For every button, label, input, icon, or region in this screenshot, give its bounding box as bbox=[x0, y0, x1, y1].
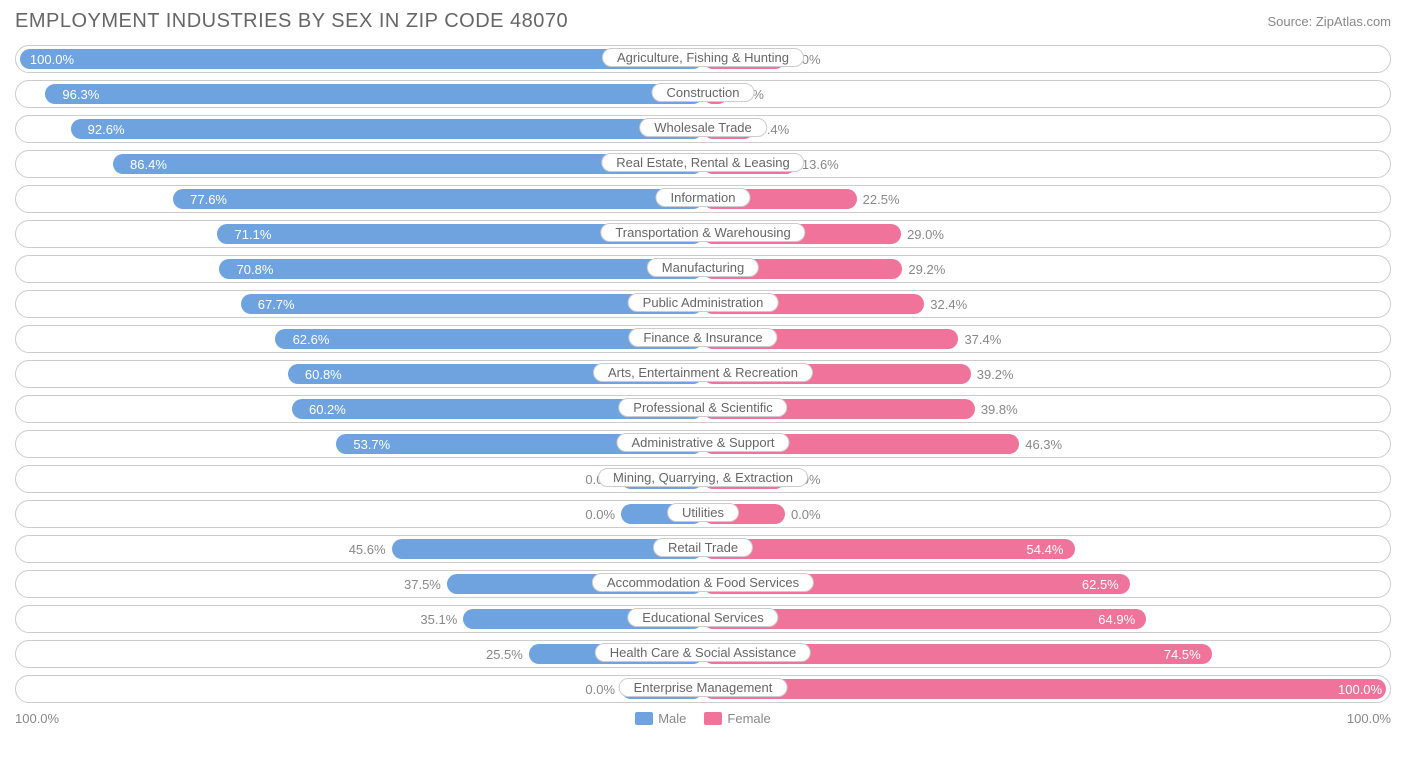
chart-source: Source: ZipAtlas.com bbox=[1267, 14, 1391, 29]
value-female: 32.4% bbox=[930, 294, 967, 316]
value-male: 67.7% bbox=[258, 294, 295, 316]
chart-row: 60.8% 39.2% Arts, Entertainment & Recreati… bbox=[15, 360, 1391, 388]
category-label: Manufacturing bbox=[647, 258, 759, 277]
bar-male bbox=[71, 119, 703, 139]
value-female: 54.4% bbox=[1027, 539, 1064, 561]
value-male: 86.4% bbox=[130, 154, 167, 176]
category-label: Health Care & Social Assistance bbox=[595, 643, 811, 662]
bar-male bbox=[20, 49, 703, 69]
legend-female: Female bbox=[704, 711, 770, 726]
chart-row: 0.0% 0.0% Utilities bbox=[15, 500, 1391, 528]
value-male: 62.6% bbox=[293, 329, 330, 351]
category-label: Utilities bbox=[667, 503, 739, 522]
category-label: Educational Services bbox=[627, 608, 778, 627]
bar-male bbox=[173, 189, 703, 209]
value-female: 13.6% bbox=[802, 154, 839, 176]
category-label: Mining, Quarrying, & Extraction bbox=[598, 468, 808, 487]
value-female: 39.2% bbox=[977, 364, 1014, 386]
chart-row: 45.6% 54.4% Retail Trade bbox=[15, 535, 1391, 563]
category-label: Retail Trade bbox=[653, 538, 753, 557]
legend-series: Male Female bbox=[635, 711, 771, 726]
value-male: 100.0% bbox=[30, 49, 74, 71]
value-male: 60.8% bbox=[305, 364, 342, 386]
chart-row: 77.6% 22.5% Information bbox=[15, 185, 1391, 213]
chart-legend: 100.0% Male Female 100.0% bbox=[15, 711, 1391, 726]
value-female: 74.5% bbox=[1164, 644, 1201, 666]
bar-female bbox=[703, 539, 1075, 559]
category-label: Professional & Scientific bbox=[618, 398, 787, 417]
value-male: 35.1% bbox=[420, 609, 457, 631]
chart-row: 86.4% 13.6%Real Estate, Rental & Leasing bbox=[15, 150, 1391, 178]
swatch-male bbox=[635, 712, 653, 725]
bar-male bbox=[45, 84, 703, 104]
value-male: 70.8% bbox=[237, 259, 274, 281]
chart-row: 0.0% 100.0% Enterprise Management bbox=[15, 675, 1391, 703]
value-female: 37.4% bbox=[964, 329, 1001, 351]
bar-female bbox=[703, 679, 1386, 699]
axis-left-max: 100.0% bbox=[15, 711, 59, 726]
legend-male-label: Male bbox=[658, 711, 686, 726]
value-male: 96.3% bbox=[62, 84, 99, 106]
category-label: Construction bbox=[652, 83, 755, 102]
value-male: 37.5% bbox=[404, 574, 441, 596]
value-male: 71.1% bbox=[235, 224, 272, 246]
axis-right-max: 100.0% bbox=[1347, 711, 1391, 726]
value-male: 53.7% bbox=[353, 434, 390, 456]
category-label: Wholesale Trade bbox=[639, 118, 767, 137]
diverging-bar-chart: 100.0%0.0%Agriculture, Fishing & Hunting… bbox=[15, 45, 1391, 703]
value-male: 0.0% bbox=[585, 504, 615, 526]
value-male: 60.2% bbox=[309, 399, 346, 421]
value-male: 92.6% bbox=[88, 119, 125, 141]
category-label: Accommodation & Food Services bbox=[592, 573, 814, 592]
chart-title: EMPLOYMENT INDUSTRIES BY SEX IN ZIP CODE… bbox=[15, 10, 568, 33]
chart-row: 92.6%7.4%Wholesale Trade bbox=[15, 115, 1391, 143]
category-label: Arts, Entertainment & Recreation bbox=[593, 363, 813, 382]
value-female: 0.0% bbox=[791, 504, 821, 526]
value-female: 62.5% bbox=[1082, 574, 1119, 596]
category-label: Enterprise Management bbox=[619, 678, 788, 697]
legend-male: Male bbox=[635, 711, 686, 726]
chart-row: 71.1% 29.0% Transportation & Warehousing bbox=[15, 220, 1391, 248]
swatch-female bbox=[704, 712, 722, 725]
category-label: Information bbox=[655, 188, 750, 207]
category-label: Transportation & Warehousing bbox=[600, 223, 805, 242]
chart-row: 70.8% 29.2% Manufacturing bbox=[15, 255, 1391, 283]
value-male: 45.6% bbox=[349, 539, 386, 561]
chart-row: 96.3%3.7%Construction bbox=[15, 80, 1391, 108]
value-male: 25.5% bbox=[486, 644, 523, 666]
value-male: 77.6% bbox=[190, 189, 227, 211]
legend-female-label: Female bbox=[727, 711, 770, 726]
category-label: Agriculture, Fishing & Hunting bbox=[602, 48, 804, 67]
bar-male bbox=[219, 259, 703, 279]
category-label: Public Administration bbox=[628, 293, 779, 312]
chart-row: 62.6% 37.4% Finance & Insurance bbox=[15, 325, 1391, 353]
value-female: 46.3% bbox=[1025, 434, 1062, 456]
value-male: 0.0% bbox=[585, 679, 615, 701]
value-female: 39.8% bbox=[981, 399, 1018, 421]
category-label: Finance & Insurance bbox=[628, 328, 777, 347]
chart-row: 37.5% 62.5% Accommodation & Food Services bbox=[15, 570, 1391, 598]
chart-header: EMPLOYMENT INDUSTRIES BY SEX IN ZIP CODE… bbox=[15, 10, 1391, 33]
chart-row: 35.1% 64.9% Educational Services bbox=[15, 605, 1391, 633]
category-label: Real Estate, Rental & Leasing bbox=[601, 153, 804, 172]
value-female: 64.9% bbox=[1098, 609, 1135, 631]
chart-row: 100.0%0.0%Agriculture, Fishing & Hunting bbox=[15, 45, 1391, 73]
value-female: 100.0% bbox=[1338, 679, 1382, 701]
category-label: Administrative & Support bbox=[616, 433, 789, 452]
value-female: 29.2% bbox=[908, 259, 945, 281]
chart-row: 25.5% 74.5% Health Care & Social Assistanc… bbox=[15, 640, 1391, 668]
chart-row: 53.7% 46.3% Administrative & Support bbox=[15, 430, 1391, 458]
value-female: 29.0% bbox=[907, 224, 944, 246]
chart-row: 67.7% 32.4% Public Administration bbox=[15, 290, 1391, 318]
chart-row: 60.2% 39.8% Professional & Scientific bbox=[15, 395, 1391, 423]
chart-row: 0.0%0.0%Mining, Quarrying, & Extraction bbox=[15, 465, 1391, 493]
value-female: 22.5% bbox=[863, 189, 900, 211]
